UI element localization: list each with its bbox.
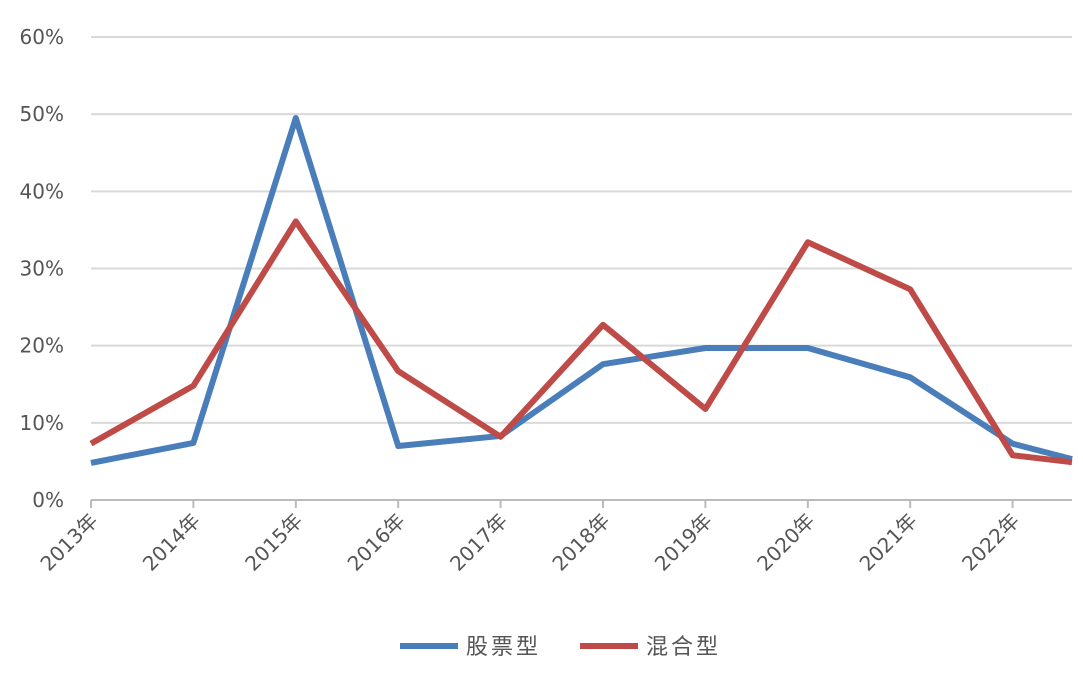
x-tick-label: 2019年 <box>650 509 717 576</box>
y-tick-label: 50% <box>20 102 64 126</box>
x-tick-label: 2022年 <box>957 509 1024 576</box>
x-tick-label: 2014年 <box>138 509 205 576</box>
x-tick-label: 2013年 <box>35 509 102 576</box>
legend-label: 股票型 <box>466 635 541 660</box>
y-tick-label: 60% <box>20 25 64 49</box>
x-tick-label: 2020年 <box>752 509 819 576</box>
x-tick-label: 2017年 <box>445 509 512 576</box>
series-line <box>89 218 1073 466</box>
y-tick-label: 40% <box>20 179 64 203</box>
x-tick-label: 2018年 <box>547 509 614 576</box>
y-tick-label: 20% <box>20 334 64 358</box>
y-tick-label: 30% <box>20 257 64 281</box>
x-tick-label: 2015年 <box>240 509 307 576</box>
x-tick-label: 2021年 <box>855 509 922 576</box>
series-line <box>90 115 1073 466</box>
y-tick-label: 0% <box>32 488 64 512</box>
y-tick-label: 10% <box>20 411 64 435</box>
x-tick-label: 2016年 <box>343 509 410 576</box>
legend-label: 混合型 <box>646 635 721 660</box>
